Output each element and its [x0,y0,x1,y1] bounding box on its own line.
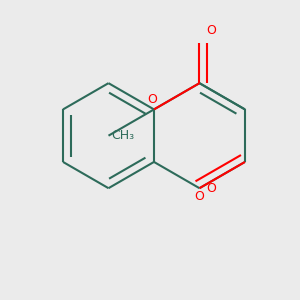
Text: O: O [206,24,216,37]
Text: CH₃: CH₃ [112,129,135,142]
Text: O: O [206,182,216,195]
Text: O: O [194,190,204,203]
Text: O: O [147,93,157,106]
